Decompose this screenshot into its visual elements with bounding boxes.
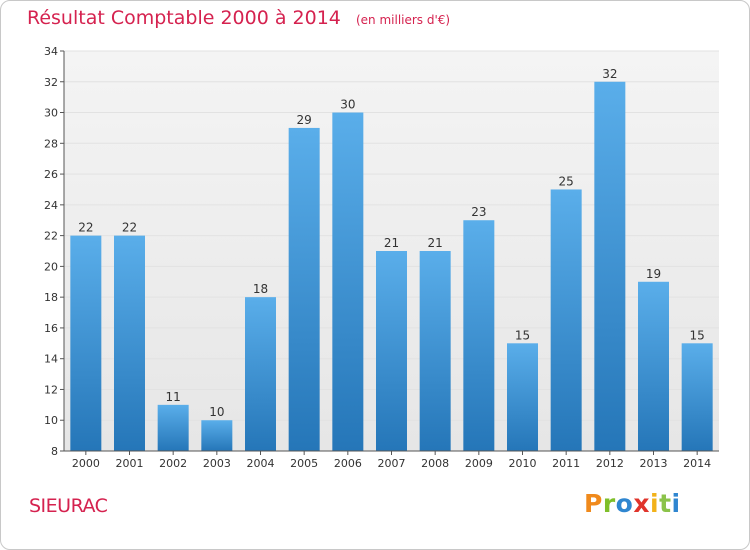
bar-2013 — [638, 281, 669, 451]
bar-2007 — [376, 251, 407, 451]
bar-2010 — [507, 343, 538, 451]
bar-2001 — [114, 235, 145, 451]
data-label-2005: 29 — [297, 113, 312, 127]
x-tick-label-2003: 2003 — [203, 457, 231, 470]
data-label-2003: 10 — [209, 405, 224, 419]
y-tick-label: 26 — [44, 168, 58, 181]
bar-2004 — [245, 297, 276, 451]
y-tick-label: 22 — [44, 230, 58, 243]
bar-2009 — [463, 220, 495, 451]
logo-letter: i — [650, 489, 660, 518]
x-tick-label-2010: 2010 — [509, 457, 537, 470]
bar-2000 — [70, 235, 102, 451]
chart-subtitle: (en milliers d'€) — [355, 13, 451, 27]
x-tick-label-2013: 2013 — [640, 457, 668, 470]
bar-2011 — [550, 189, 582, 451]
y-tick-label: 20 — [44, 260, 58, 273]
logo-letter: P — [584, 489, 603, 518]
data-label-2004: 18 — [253, 282, 268, 296]
x-tick-label-2014: 2014 — [683, 457, 711, 470]
data-label-2010: 15 — [515, 328, 530, 342]
data-label-2013: 19 — [646, 267, 661, 281]
bar-2002 — [157, 404, 189, 451]
bar-2006 — [332, 112, 364, 452]
logo-letter: o — [615, 489, 634, 518]
data-label-2006: 30 — [340, 98, 355, 112]
x-tick-label-2000: 2000 — [72, 457, 100, 470]
proxiti-logo: Proxiti — [584, 489, 694, 523]
data-label-2002: 11 — [166, 390, 181, 404]
x-tick-label-2008: 2008 — [421, 457, 449, 470]
y-tick-label: 32 — [44, 76, 58, 89]
y-tick-label: 8 — [51, 445, 58, 458]
chart-title: Résultat Comptable 2000 à 2014 — [27, 7, 341, 29]
y-tick-label: 12 — [44, 383, 58, 396]
data-label-2008: 21 — [428, 236, 443, 250]
y-tick-label: 16 — [44, 322, 58, 335]
y-tick-label: 24 — [44, 199, 58, 212]
x-tick-label-2012: 2012 — [596, 457, 624, 470]
bar-2014 — [681, 343, 713, 451]
logo-letter: t — [659, 489, 672, 518]
y-tick-label: 14 — [44, 353, 58, 366]
y-tick-label: 34 — [44, 45, 58, 58]
data-label-2007: 21 — [384, 236, 399, 250]
data-label-2014: 15 — [690, 328, 705, 342]
data-label-2012: 32 — [602, 67, 617, 81]
bar-2008 — [419, 251, 451, 451]
bar-2003 — [201, 420, 233, 451]
y-tick-label: 18 — [44, 291, 58, 304]
bar-2005 — [288, 127, 320, 451]
x-tick-label-2011: 2011 — [552, 457, 580, 470]
x-tick-label-2004: 2004 — [247, 457, 275, 470]
data-label-2011: 25 — [559, 174, 574, 188]
bar-2012 — [594, 81, 626, 452]
x-tick-label-2005: 2005 — [290, 457, 318, 470]
logo-letter: r — [602, 489, 616, 518]
y-tick-label: 30 — [44, 107, 58, 120]
y-tick-label: 28 — [44, 137, 58, 150]
chart-title-row: Résultat Comptable 2000 à 2014 (en milli… — [27, 7, 450, 29]
data-label-2000: 22 — [78, 221, 93, 235]
x-tick-label-2001: 2001 — [116, 457, 144, 470]
logo-letter: x — [633, 489, 650, 518]
data-label-2009: 23 — [471, 205, 486, 219]
x-tick-label-2009: 2009 — [465, 457, 493, 470]
x-tick-label-2006: 2006 — [334, 457, 362, 470]
y-tick-label: 10 — [44, 414, 58, 427]
data-label-2001: 22 — [122, 221, 137, 235]
x-tick-label-2007: 2007 — [378, 457, 406, 470]
commune-name: SIEURAC — [29, 495, 108, 517]
x-tick-label-2002: 2002 — [159, 457, 187, 470]
logo-letter: i — [671, 489, 681, 518]
